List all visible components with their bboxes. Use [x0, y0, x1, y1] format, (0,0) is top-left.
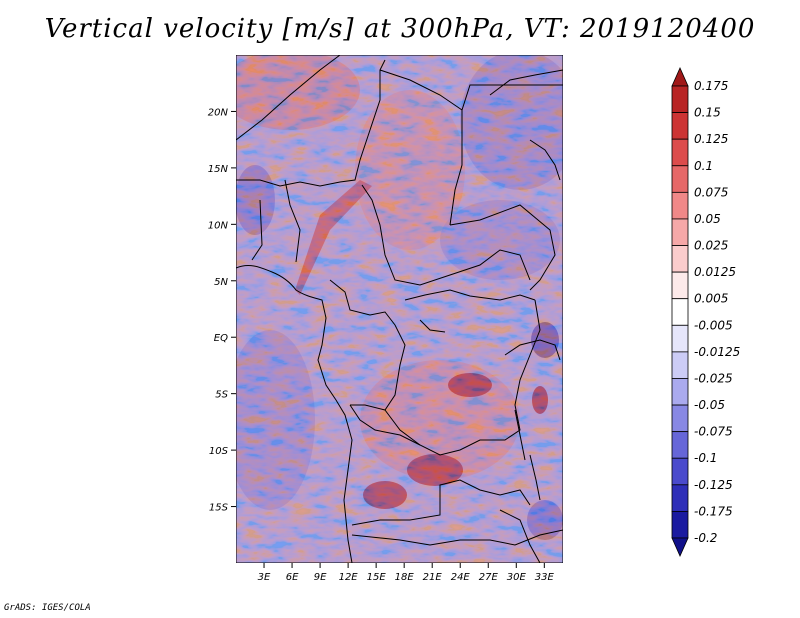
- border-drc-north: [404, 289, 536, 301]
- lon-tick-label: 24E: [451, 572, 471, 583]
- colorbar-segment: [671, 351, 689, 379]
- colorbar-segment: [671, 404, 689, 433]
- map-panel: [236, 55, 563, 563]
- lake-victoria: [504, 339, 561, 361]
- lon-tick-label: 6E: [286, 572, 299, 583]
- lon-tick-label: 3E: [258, 572, 271, 583]
- colorbar-segment: [671, 112, 689, 140]
- colorbar-arrow-bottom: [671, 537, 689, 557]
- atlantic-coastline: [236, 265, 353, 563]
- colorbar-segment: [671, 484, 689, 512]
- colorbar-label: 0.125: [694, 132, 728, 146]
- chart-title: Vertical velocity [m/s] at 300hPa, VT: 2…: [44, 14, 756, 44]
- colorbar: 0.175 0.15 0.125 0.1 0.075 0.05 0.025 0.0125 0.0…: [671, 67, 740, 557]
- lon-tick-label: 27E: [479, 572, 499, 583]
- colorbar-label: -0.025: [694, 371, 733, 385]
- colorbar-segment: [671, 431, 689, 459]
- border-libya-sudan: [461, 84, 563, 111]
- colorbar-segment: [671, 271, 689, 300]
- lake-malawi: [529, 454, 541, 501]
- lat-tick-label: 15S: [209, 503, 229, 514]
- colorbar-label: 0.05: [694, 212, 721, 226]
- lon-tick-label: 33E: [535, 572, 555, 583]
- colorbar-label: 0.005: [694, 292, 728, 306]
- colorbar-label: 0.175: [694, 79, 728, 93]
- border-southern: [351, 529, 563, 546]
- longitude-axis: 3E 6E 9E 12E 15E 18E 21E 24E 27E 30E 33E: [258, 563, 555, 583]
- colorbar-label: -0.0125: [694, 345, 740, 359]
- border-sudan-south: [449, 204, 556, 291]
- lat-tick-label: 15N: [208, 164, 229, 175]
- colorbar-label: -0.175: [694, 504, 733, 518]
- colorbar-segment: [671, 218, 689, 246]
- colorbar-arrow-top: [671, 67, 689, 87]
- colorbar-segment: [671, 138, 689, 167]
- colorbar-segment: [671, 324, 689, 353]
- lon-tick-label: 21E: [423, 572, 443, 583]
- border-congo: [329, 279, 406, 411]
- river-segment-1: [419, 319, 446, 333]
- border-angola-zambia: [351, 479, 531, 526]
- colorbar-label: 0.025: [694, 239, 728, 253]
- lat-tick-label: 10N: [208, 220, 229, 231]
- lat-tick-label: EQ: [214, 333, 228, 344]
- border-egypt: [489, 69, 563, 96]
- colorbar-segment: [671, 165, 689, 193]
- colorbar-label: -0.005: [694, 318, 733, 332]
- colorbar-segment: [671, 511, 689, 539]
- lat-tick-label: 5N: [214, 277, 228, 288]
- colorbar-label: -0.05: [694, 398, 725, 412]
- border-mali-algeria: [236, 55, 341, 141]
- colorbar-segment: [671, 85, 689, 113]
- colorbar-label: 0.0125: [694, 265, 736, 279]
- border-sahel-north: [236, 59, 386, 187]
- colorbar-label: 0.15: [694, 106, 721, 120]
- colorbar-label: -0.075: [694, 425, 733, 439]
- border-zimbabwe: [499, 509, 541, 563]
- boundaries: [236, 55, 563, 563]
- colorbar-label: 0.075: [694, 185, 728, 199]
- lon-tick-label: 9E: [314, 572, 327, 583]
- border-angola-north: [349, 404, 421, 446]
- colorbar-segment: [671, 245, 689, 273]
- lat-tick-label: 20N: [208, 107, 229, 118]
- colorbar-segment: [671, 191, 689, 220]
- lon-tick-label: 15E: [367, 572, 387, 583]
- latitude-axis: 20N 15N 10N 5N EQ 5S 10S 15S: [208, 107, 236, 514]
- footer-credit: GrADS: IGES/COLA: [4, 603, 91, 613]
- colorbar-segment: [671, 298, 689, 326]
- colorbar-segment: [671, 457, 689, 486]
- colorbar-label: -0.125: [694, 478, 733, 492]
- lake-tanganyika: [514, 409, 526, 461]
- lat-tick-label: 10S: [209, 446, 229, 457]
- colorbar-label: -0.1: [694, 451, 717, 465]
- colorbar-label: 0.1: [694, 159, 713, 173]
- colorbar-label: -0.2: [694, 531, 717, 545]
- border-car: [361, 184, 531, 286]
- lon-tick-label: 18E: [395, 572, 415, 583]
- lon-tick-label: 12E: [339, 572, 359, 583]
- lon-tick-label: 30E: [507, 572, 527, 583]
- lat-tick-label: 5S: [215, 390, 228, 401]
- border-benin-nigeria: [284, 179, 301, 263]
- velocity-texture: [236, 55, 563, 563]
- border-ethiopia: [529, 139, 561, 181]
- colorbar-segment: [671, 378, 689, 406]
- border-ghana-togo: [251, 199, 263, 261]
